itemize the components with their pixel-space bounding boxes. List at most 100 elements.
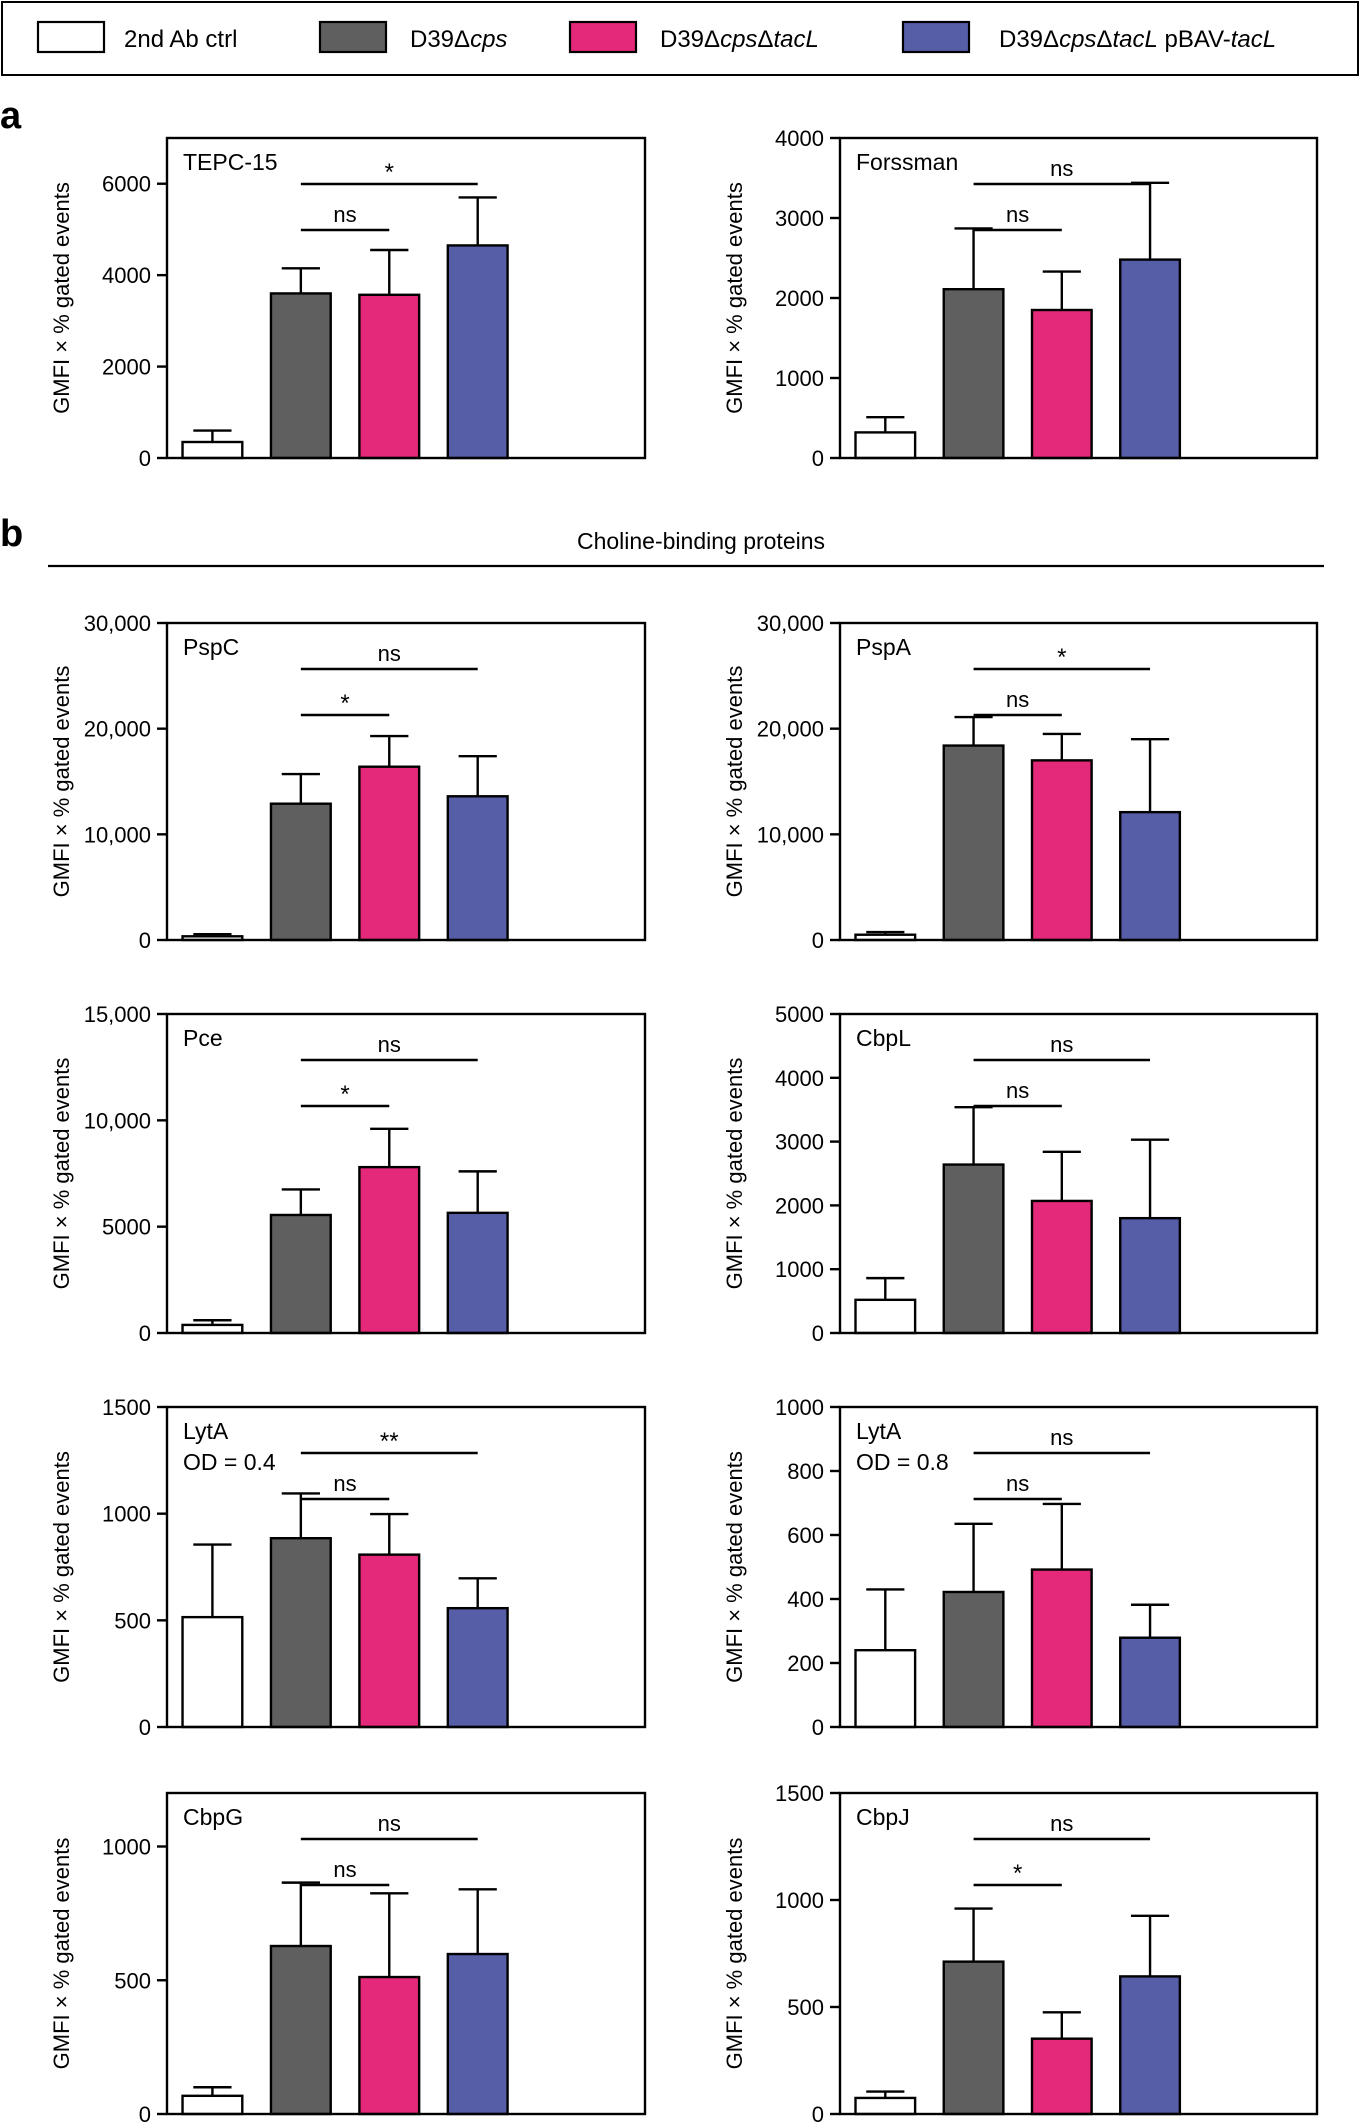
legend-label-part: D39Δ [410,26,470,53]
y-tick-label: 0 [139,446,151,471]
chart-title: LytA [183,1418,229,1444]
significance-label: ns [1050,1032,1073,1057]
bar-cps [269,1944,332,2116]
bar-comp [446,1952,509,2116]
y-tick-label: 1000 [102,1502,151,1527]
bar-comp [446,1211,509,1335]
chart-title: TEPC-15 [183,149,278,175]
legend-entry-tacL: D39ΔcpsΔtacL [568,20,819,54]
significance-label: * [340,690,349,717]
chart-subtitle: OD = 0.4 [183,1449,276,1475]
bar-tacL [1030,759,1093,942]
legend-entry-ctrl: 2nd Ab ctrl [36,20,237,54]
y-tick-label: 4000 [775,1066,824,1091]
y-tick-label: 500 [787,1995,824,2020]
chart-title: PspA [856,634,912,660]
y-axis-label: GMFI × % gated events [49,1451,74,1683]
bar-ctrl [854,431,917,460]
y-tick-label: 3000 [775,1130,824,1155]
chart-panel: 0 1000 2000 3000 4000 GMFI × % gated events Fo… [722,126,1319,471]
legend-label-tacL: D39ΔcpsΔtacL [660,26,819,53]
legend-swatch-tacL [568,20,638,54]
legend-label-comp: D39ΔcpsΔtacL pBAV-tacL [999,26,1276,53]
legend-label-part: cps [1059,26,1096,53]
chart-panel: 0 500 1000 1500 GMFI × % gated events LytA OD … [49,1395,647,1740]
y-tick-label: 6000 [102,172,151,197]
significance-label: ns [1006,202,1029,227]
y-axis-label: GMFI × % gated events [49,1058,74,1290]
panel-label-b: b [0,513,23,555]
plot-frame [838,1405,1319,1729]
legend-label-part: 2nd Ab ctrl [124,26,237,53]
legend-frame [1,1,1359,76]
chart-title: Pce [183,1025,223,1051]
plot-frame [838,1012,1319,1335]
y-tick-label: 4000 [775,126,824,151]
y-tick-label: 10,000 [757,822,824,847]
bar-cps [942,1960,1005,2116]
y-tick-label: 10,000 [84,1108,151,1133]
plot-frame [165,1405,647,1729]
y-tick-label: 20,000 [84,717,151,742]
bar-tacL [358,1553,421,1729]
bar-cps [942,1590,1005,1729]
significance-label: ns [1050,1811,1073,1836]
legend-label-part: D39Δ [999,26,1059,53]
legend-label-part: cps [470,26,507,53]
bar-ctrl [854,2096,917,2116]
legend-swatch-comp [901,20,971,54]
significance-label: * [340,1081,349,1108]
bar-comp [1119,810,1182,942]
section-title: Choline-binding proteins [577,528,825,554]
significance-label: ns [1006,1471,1029,1496]
significance-label: ns [378,1811,401,1836]
chart-panel: 0 500 1000 1500 GMFI × % gated events CbpJ * ns [722,1781,1319,2127]
y-tick-label: 0 [812,928,824,953]
legend-label-ctrl: 2nd Ab ctrl [124,26,237,53]
y-tick-label: 0 [139,928,151,953]
bar-cps [942,744,1005,942]
y-tick-label: 500 [114,1968,151,1993]
chart-title: CbpL [856,1025,911,1051]
plot-frame [165,136,647,460]
y-tick-label: 15,000 [84,1002,151,1027]
bar-cps [269,292,332,460]
y-axis-label: GMFI × % gated events [49,1838,74,2070]
legend-label-part: Δ [757,26,773,53]
y-tick-label: 2000 [775,286,824,311]
panel-label-a: a [0,95,22,137]
bar-tacL [358,1165,421,1335]
y-tick-label: 20,000 [757,717,824,742]
y-tick-label: 0 [812,1715,824,1740]
chart-title: Forssman [856,149,958,175]
y-tick-label: 600 [787,1523,824,1548]
bar-comp [1119,1216,1182,1335]
legend: 2nd Ab ctrl D39Δcps D39ΔcpsΔtacL D39Δcps… [1,1,1359,76]
y-tick-label: 500 [114,1608,151,1633]
bar-cps [942,288,1005,460]
bar-comp [1119,1975,1182,2116]
y-axis-label: GMFI × % gated events [49,666,74,898]
bar-comp [1119,1636,1182,1729]
y-tick-label: 400 [787,1587,824,1612]
y-tick-label: 0 [812,2102,824,2127]
y-tick-label: 1000 [775,1257,824,1282]
chart-title: LytA [856,1418,902,1444]
bar-ctrl [181,1323,244,1335]
significance-label: ** [380,1428,399,1455]
y-axis-label: GMFI × % gated events [722,666,747,898]
y-tick-label: 2000 [102,355,151,380]
plot-frame [165,1791,647,2116]
significance-label: ns [333,1857,356,1882]
chart-panel: 0 2000 4000 6000 GMFI × % gated events TEPC-1… [49,136,647,471]
y-tick-label: 4000 [102,263,151,288]
y-axis-label: GMFI × % gated events [722,1838,747,2070]
legend-swatch-cps [318,20,388,54]
significance-label: ns [378,1032,401,1057]
chart-title: PspC [183,634,239,660]
significance-label: * [385,159,394,186]
legend-label-part: tacL [1231,26,1276,53]
significance-label: ns [1050,156,1073,181]
